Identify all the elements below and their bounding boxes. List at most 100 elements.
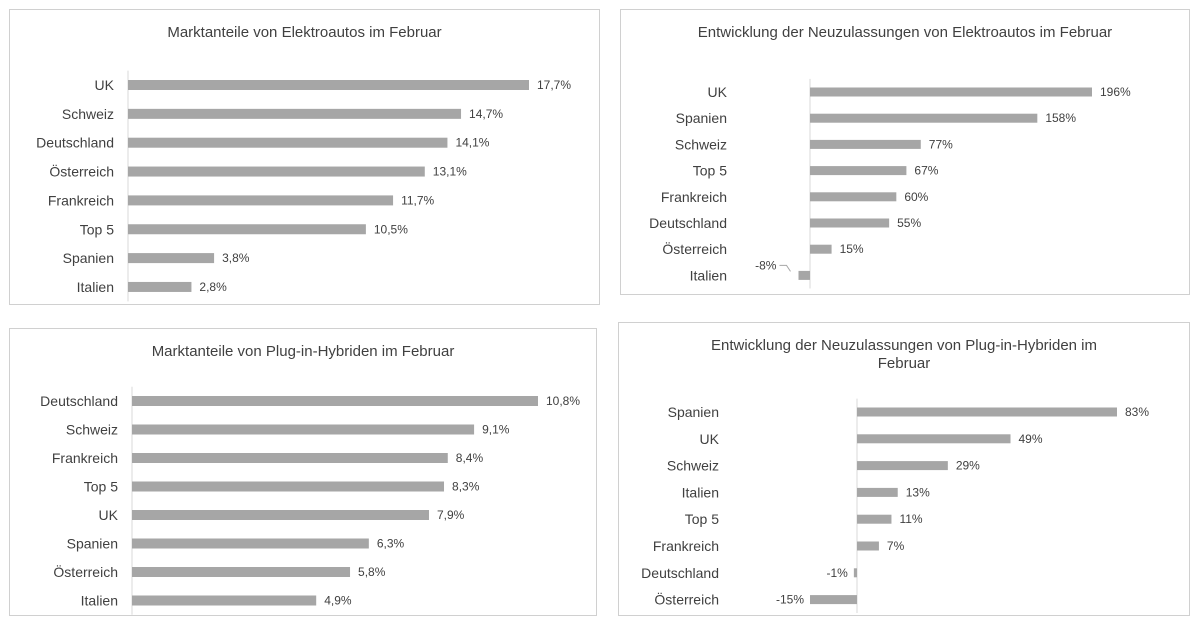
category-label: Spanien [67,536,118,552]
value-label: 60% [904,190,928,204]
category-label: Spanien [676,110,727,126]
bar [810,192,897,202]
bar [810,87,1092,97]
value-label: 196% [1100,85,1131,99]
value-label: 17,7% [537,78,571,92]
value-label: 13% [906,485,930,499]
value-label: 13,1% [433,165,467,179]
value-label: 4,9% [324,594,352,608]
value-label: 55% [897,216,921,230]
category-label: Frankreich [52,450,118,466]
bar-chart-ev-market-share: UK 17,7% Schweiz 14,7% Deutschland 14,1% Öster… [36,70,571,302]
category-label: Deutschland [641,565,719,581]
bar [128,166,425,177]
bar [810,166,907,176]
bar [810,113,1038,123]
bar-chart-phev-registrations: Spanien 83% UK 49% Schweiz 29% Italien 13% Top 5… [641,398,1149,613]
value-label: 2,8% [199,280,227,294]
category-label: Schweiz [675,136,727,152]
value-label: 11,7% [401,193,434,207]
category-label: Deutschland [40,393,118,409]
value-label: 29% [956,459,980,473]
category-label: Deutschland [36,135,114,151]
value-label: 8,3% [452,480,480,494]
value-label: 5,8% [358,565,386,579]
value-label: 14,1% [455,136,489,150]
value-label: 158% [1045,111,1076,125]
chart-panel-ev-registrations: Entwicklung der Neuzulassungen von Elekt… [620,9,1190,295]
value-label: 67% [914,164,938,178]
chart-title: Marktanteile von Elektroautos im Februar [167,24,442,41]
chart-panel-phev-registrations: Entwicklung der Neuzulassungen von Plug-… [618,322,1190,616]
category-label: Deutschland [649,215,727,231]
bar [132,396,538,406]
chart-panel-ev-market-share: Marktanteile von Elektroautos im Februar… [9,9,600,305]
category-label: Italien [81,593,118,609]
bar [132,453,448,463]
bar [132,538,369,549]
chart-title: Entwicklung der Neuzulassungen von Plug-… [710,337,1098,372]
bar-chart-phev-market-share: Deutschland 10,8% Schweiz 9,1% Frankreich 8,4… [40,386,580,615]
chart-title: Marktanteile von Plug-in-Hybriden im Feb… [151,343,455,360]
category-label: Italien [690,267,727,283]
bar [132,424,475,435]
value-label: 10,8% [546,394,580,408]
value-label: 83% [1125,405,1149,419]
category-label: Schweiz [667,458,719,474]
category-label: Schweiz [62,106,114,122]
bar [798,270,810,280]
bar [857,514,892,524]
value-label: 10,5% [374,222,408,236]
value-label: -15% [776,593,804,607]
category-label: Frankreich [653,538,719,554]
value-label: 3,8% [222,251,250,265]
category-label: UK [700,431,720,447]
bar [132,481,445,492]
bar [857,487,898,497]
category-label: Österreich [662,240,727,257]
category-label: Österreich [654,591,719,608]
value-label: 6,3% [377,537,405,551]
chart-panel-phev-market-share: Marktanteile von Plug-in-Hybriden im Feb… [9,328,597,616]
chart-title: Entwicklung der Neuzulassungen von Elekt… [697,24,1113,41]
bar [853,568,857,578]
bar [857,407,1117,417]
value-label: 11% [899,512,922,526]
bar [128,108,462,119]
bar [857,461,948,471]
category-label: Top 5 [84,479,118,495]
bar [132,510,429,520]
category-label: Schweiz [66,422,118,438]
value-label: 9,1% [482,423,510,437]
category-label: Österreich [53,563,118,580]
category-label: Italien [77,279,114,295]
bar [128,224,366,235]
category-label: Spanien [63,250,114,266]
value-label: 14,7% [469,107,503,121]
bar [857,541,879,551]
bar [810,244,832,254]
bar [128,195,394,206]
category-label: Österreich [49,163,114,180]
category-label: Top 5 [80,221,114,237]
value-label: 8,4% [456,451,484,465]
bar [128,137,448,148]
category-label: Italien [682,484,719,500]
value-label: 7,9% [437,508,465,522]
category-label: Frankreich [48,192,114,208]
value-label: -1% [827,566,849,580]
value-label: 15% [840,242,864,256]
category-label: Frankreich [661,189,727,205]
bar [128,281,192,292]
category-label: Spanien [668,404,719,420]
bar [128,80,529,90]
value-label: 7% [887,539,905,553]
category-label: UK [708,84,728,100]
value-label: 77% [929,137,953,151]
value-label: -8% [755,258,777,272]
bar [810,595,857,605]
bar-chart-ev-registrations: UK 196% Spanien 158% Schweiz 77% Top 5 67% Frank… [649,78,1131,289]
category-label: UK [95,77,115,93]
bar [128,253,215,264]
leader-line [779,264,791,272]
